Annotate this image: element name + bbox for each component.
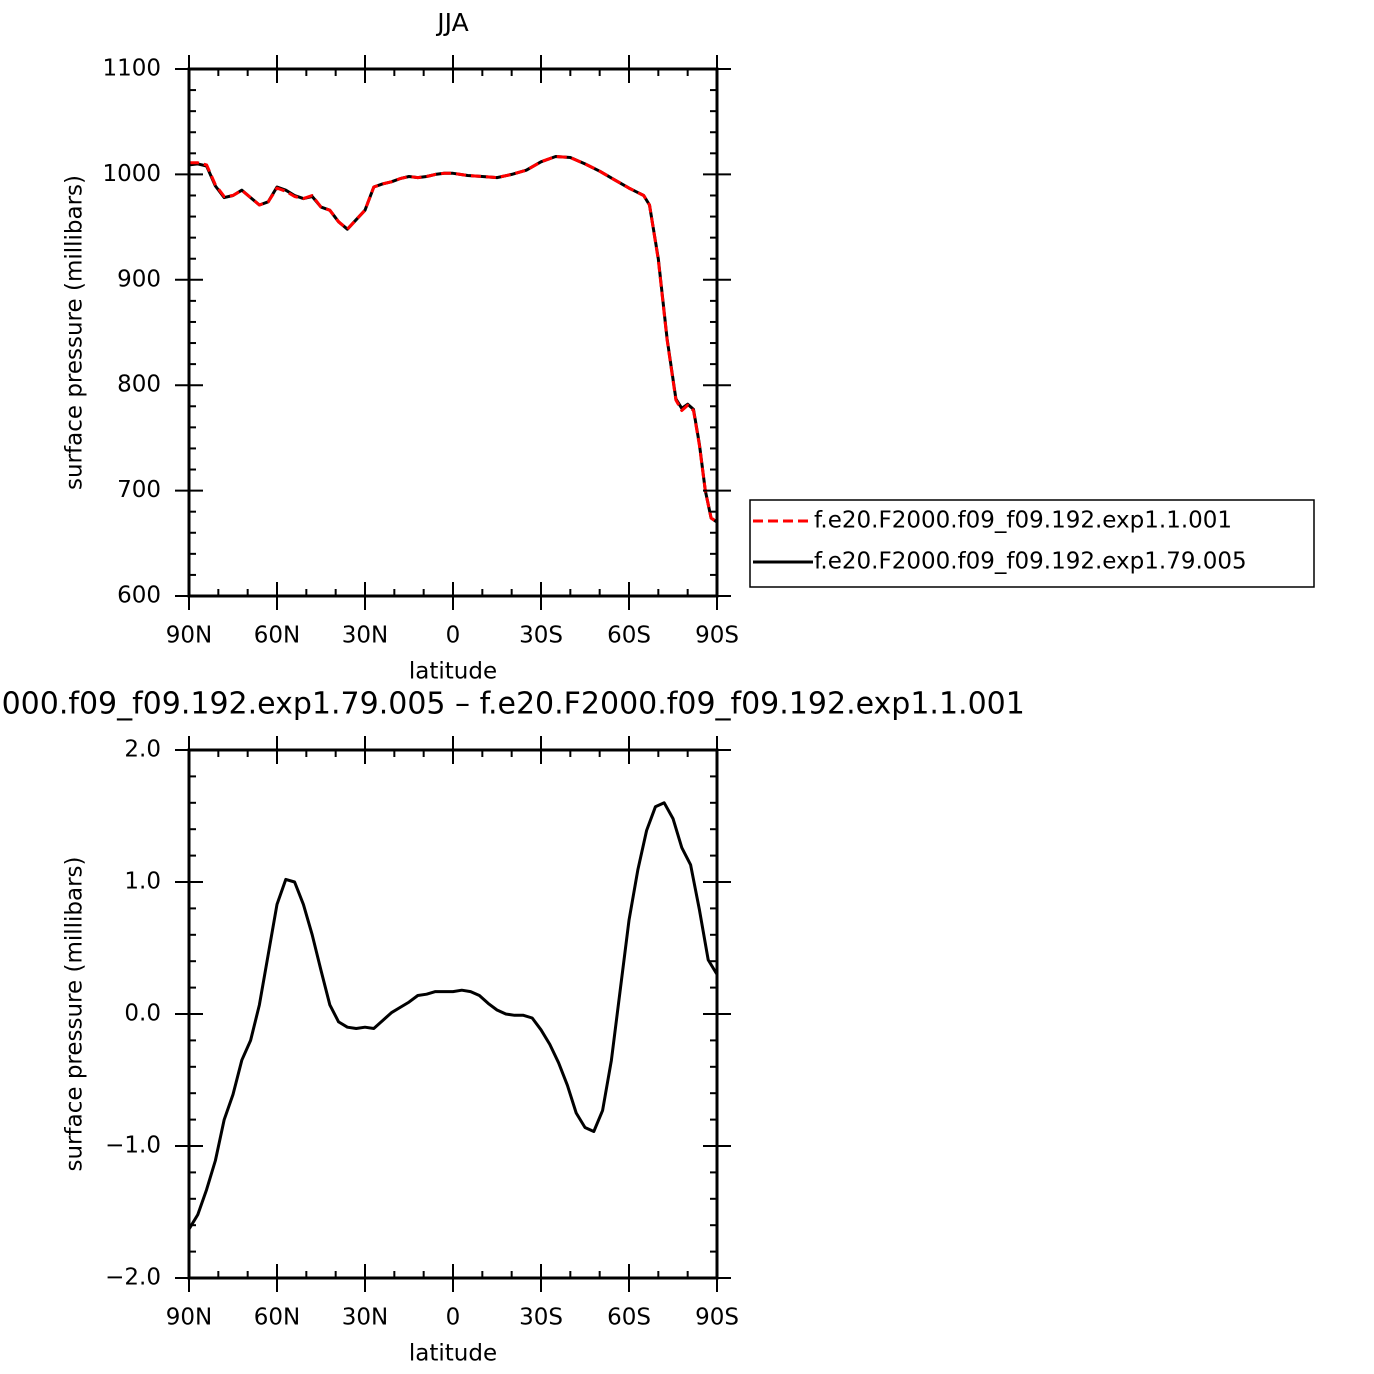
y-tick-label: 1100 [102,56,161,82]
x-tick-label: 60S [607,1305,651,1331]
y-tick-label: 2.0 [124,737,161,763]
legend-label: f.e20.F2000.f09_f09.192.exp1.1.001 [814,508,1232,534]
y-axis-label: surface pressure (millibars) [62,856,88,1171]
y-tick-label: 1000 [102,161,161,187]
x-tick-label: 90S [695,623,739,649]
y-tick-label: 800 [117,372,161,398]
x-tick-label: 90N [166,623,212,649]
x-tick-label: 30S [519,623,563,649]
legend-box [749,499,1315,588]
x-axis-label: latitude [409,1341,497,1367]
plot-frame [187,67,719,598]
x-tick-label: 90S [695,1305,739,1331]
x-tick-label: 90N [166,1305,212,1331]
y-tick-label: 900 [117,266,161,292]
x-tick-label: 30N [342,623,388,649]
x-tick-label: 60N [254,623,300,649]
y-tick-label: 0.0 [124,1001,161,1027]
x-tick-label: 30S [519,1305,563,1331]
chart-title: f.e20.F2000.f09_f09.192.exp1.79.005 – f.… [0,687,1025,722]
x-tick-label: 30N [342,1305,388,1331]
x-tick-label: 60S [607,623,651,649]
chart-title: JJA [435,8,468,37]
y-axis-label: surface pressure (millibars) [62,175,88,490]
data-line [189,155,718,524]
y-tick-label: −1.0 [105,1133,161,1159]
x-tick-label: 0 [446,1305,461,1331]
y-tick-label: −2.0 [105,1265,161,1291]
data-line [187,801,719,1230]
y-tick-label: 600 [117,583,161,609]
legend-label: f.e20.F2000.f09_f09.192.exp1.79.005 [814,549,1247,575]
x-tick-label: 60N [254,1305,300,1331]
x-tick-label: 0 [446,623,461,649]
y-tick-label: 1.0 [124,869,161,895]
y-tick-label: 700 [117,477,161,503]
x-axis-label: latitude [409,659,497,685]
data-line [188,155,718,524]
plot-frame [187,748,719,1280]
